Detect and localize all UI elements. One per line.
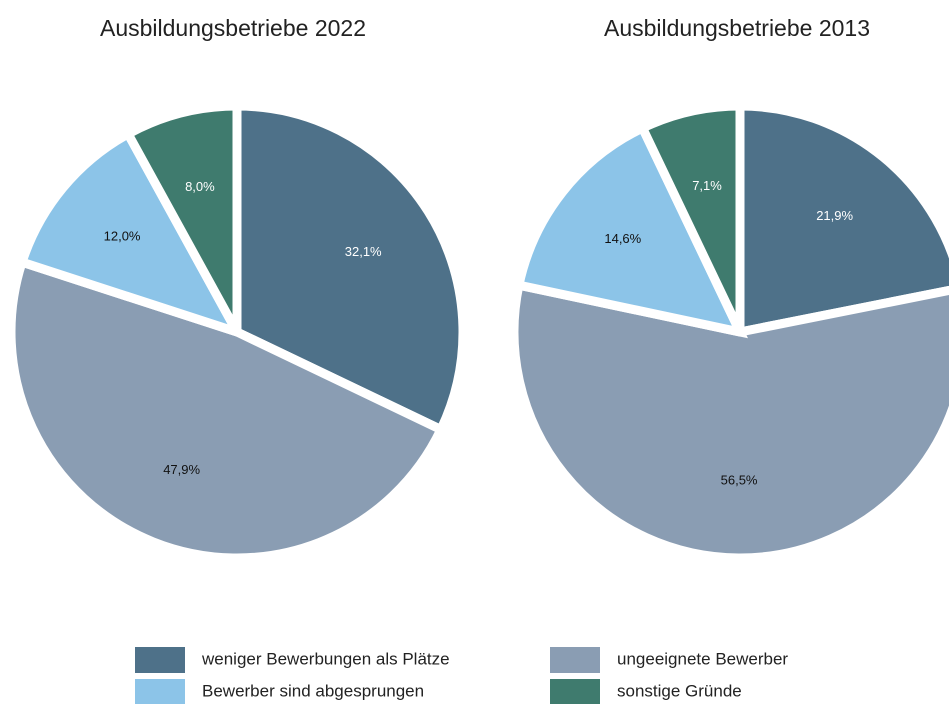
legend-label: Bewerber sind abgesprungen	[202, 681, 424, 700]
pie-slice	[636, 101, 745, 334]
legend-swatch	[550, 679, 600, 704]
value-label: 56,5%	[721, 473, 758, 488]
pie-slice	[16, 127, 247, 340]
legend-label: weniger Bewerbungen als Plätze	[201, 649, 450, 668]
pie-slice	[735, 101, 949, 338]
pie-slice	[509, 279, 949, 563]
chart-title: Ausbildungsbetriebe 2013	[604, 15, 870, 41]
pie-slice	[513, 122, 748, 339]
legend-swatch	[135, 679, 185, 704]
legend-label: ungeeignete Bewerber	[617, 649, 788, 668]
value-label: 14,6%	[604, 231, 641, 246]
value-label: 12,0%	[104, 228, 141, 243]
value-label: 32,1%	[345, 244, 382, 259]
legend-label: sonstige Gründe	[617, 681, 742, 700]
value-label: 8,0%	[185, 179, 215, 194]
legend-swatch	[550, 647, 600, 673]
legend-swatch	[135, 647, 185, 673]
value-label: 47,9%	[163, 462, 200, 477]
value-label: 21,9%	[816, 208, 853, 223]
value-label: 7,1%	[692, 178, 722, 193]
pie-slice	[6, 256, 447, 563]
pie-slice	[122, 101, 242, 335]
chart-title: Ausbildungsbetriebe 2022	[100, 15, 366, 41]
pie-slice	[232, 101, 468, 436]
